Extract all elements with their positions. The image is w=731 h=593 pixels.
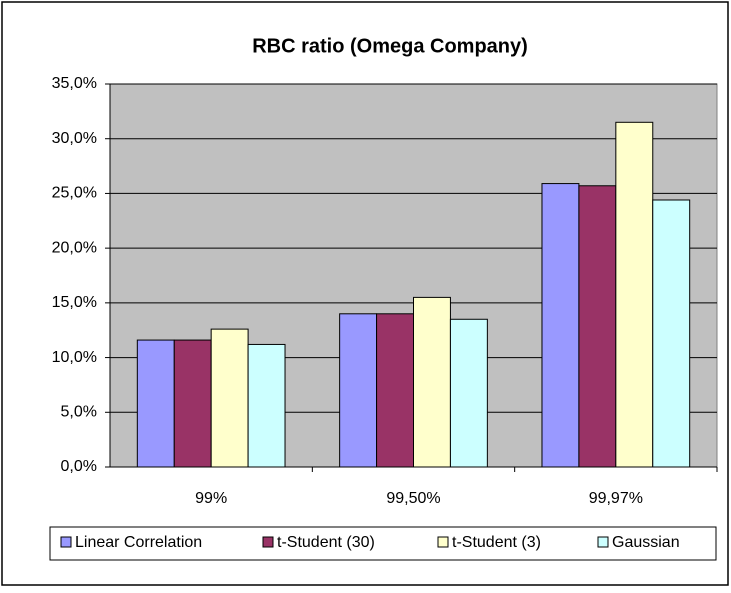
- y-tick-label: 15,0%: [52, 294, 97, 311]
- bar: [210, 328, 249, 468]
- legend-marker: [437, 536, 449, 548]
- y-tick-label: 25,0%: [52, 185, 97, 202]
- bar: [339, 313, 378, 468]
- legend-marker: [60, 536, 72, 548]
- y-tick-label: 35,0%: [52, 75, 97, 92]
- y-tick-label: 10,0%: [52, 349, 97, 366]
- legend-label: t-Student (3): [452, 534, 541, 551]
- legend-label: t-Student (30): [277, 534, 375, 551]
- bar: [615, 121, 654, 468]
- legend-marker: [597, 536, 609, 548]
- legend-label: Linear Correlation: [75, 534, 202, 551]
- bar: [413, 296, 451, 468]
- y-tick-label: 5,0%: [61, 404, 97, 421]
- bar: [247, 343, 286, 468]
- y-tick-label: 0,0%: [61, 458, 97, 475]
- bar: [578, 185, 617, 468]
- bar: [541, 183, 580, 468]
- bar: [449, 318, 488, 468]
- y-tick-label: 30,0%: [52, 130, 97, 147]
- y-tick-label: 20,0%: [52, 239, 97, 256]
- legend-label: Gaussian: [612, 534, 680, 551]
- bar: [136, 339, 175, 468]
- bar: [652, 199, 691, 468]
- bar: [173, 339, 212, 468]
- chart-title: RBC ratio (Omega Company): [252, 35, 528, 57]
- x-tick-label: 99,50%: [386, 490, 440, 507]
- x-tick-label: 99,97%: [589, 490, 643, 507]
- x-tick-label: 99%: [195, 490, 227, 507]
- legend-marker: [262, 536, 274, 548]
- bar: [376, 313, 414, 468]
